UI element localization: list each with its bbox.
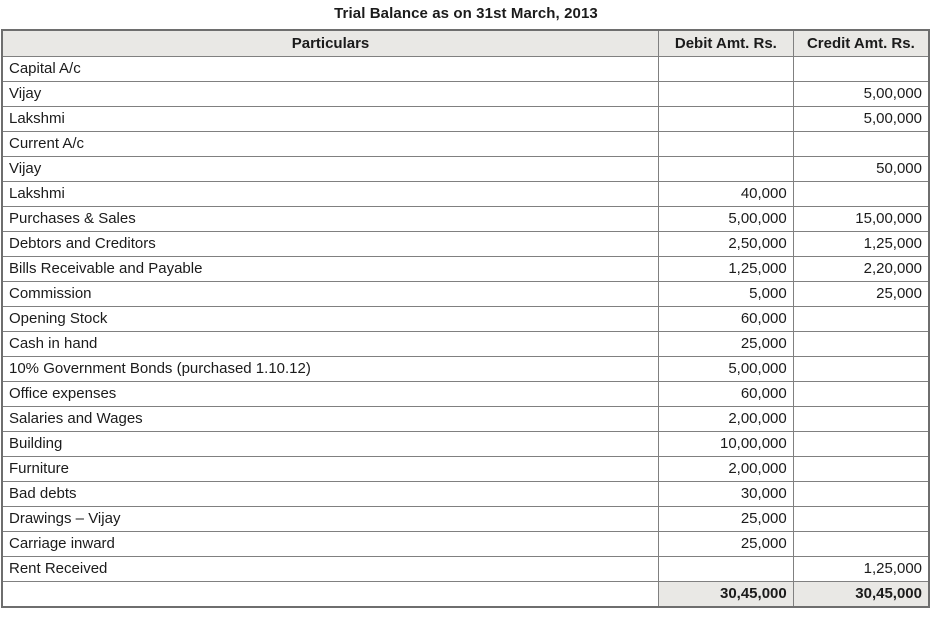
credit-cell: 1,25,000: [792, 231, 930, 257]
debit-cell: 25,000: [657, 506, 794, 532]
debit-cell: 5,00,000: [657, 206, 794, 232]
page-title: Trial Balance as on 31st March, 2013: [334, 5, 598, 22]
debit-cell: [657, 56, 794, 82]
col-header-credit: Credit Amt. Rs.: [792, 29, 930, 57]
particulars-cell: Commission: [1, 281, 659, 307]
debit-cell: [657, 81, 794, 107]
table-body: Capital A/c Vijay 5,00,000 Lakshmi 5,00,000 C…: [1, 56, 930, 608]
particulars-cell: Opening Stock: [1, 306, 659, 332]
debit-cell: [657, 556, 794, 582]
total-row: 30,45,000 30,45,000: [1, 581, 930, 608]
debit-cell: 40,000: [657, 181, 794, 207]
debit-cell: 30,45,000: [657, 581, 794, 608]
table-row: Purchases & Sales 5,00,000 15,00,000: [1, 206, 930, 232]
debit-cell: 60,000: [657, 381, 794, 407]
particulars-cell: Purchases & Sales: [1, 206, 659, 232]
particulars-cell: Drawings – Vijay: [1, 506, 659, 532]
col-header-debit: Debit Amt. Rs.: [657, 29, 794, 57]
debit-cell: 2,50,000: [657, 231, 794, 257]
particulars-cell: [1, 581, 659, 608]
table-row: Commission 5,000 25,000: [1, 281, 930, 307]
credit-cell: 25,000: [792, 281, 930, 307]
debit-cell: 60,000: [657, 306, 794, 332]
debit-cell: 30,000: [657, 481, 794, 507]
table-row: Salaries and Wages 2,00,000: [1, 406, 930, 432]
credit-cell: [792, 381, 930, 407]
debit-cell: [657, 106, 794, 132]
trial-balance-table: Particulars Debit Amt. Rs. Credit Amt. R…: [1, 29, 930, 608]
debit-cell: 5,00,000: [657, 356, 794, 382]
table-row: Bills Receivable and Payable 1,25,000 2,20…: [1, 256, 930, 282]
particulars-cell: Vijay: [1, 156, 659, 182]
table-row: Furniture 2,00,000: [1, 456, 930, 482]
table-row: Capital A/c: [1, 56, 930, 82]
particulars-cell: Cash in hand: [1, 331, 659, 357]
particulars-cell: Current A/c: [1, 131, 659, 157]
table-row: Vijay 5,00,000: [1, 81, 930, 107]
credit-cell: [792, 306, 930, 332]
debit-cell: 1,25,000: [657, 256, 794, 282]
credit-cell: [792, 181, 930, 207]
particulars-cell: Lakshmi: [1, 181, 659, 207]
particulars-cell: Debtors and Creditors: [1, 231, 659, 257]
credit-cell: [792, 431, 930, 457]
debit-cell: [657, 131, 794, 157]
credit-cell: [792, 481, 930, 507]
particulars-cell: Rent Received: [1, 556, 659, 582]
table-row: Office expenses 60,000: [1, 381, 930, 407]
table-row: Carriage inward 25,000: [1, 531, 930, 557]
debit-cell: 5,000: [657, 281, 794, 307]
credit-cell: [792, 56, 930, 82]
credit-cell: 1,25,000: [792, 556, 930, 582]
credit-cell: [792, 531, 930, 557]
credit-cell: [792, 131, 930, 157]
particulars-cell: Vijay: [1, 81, 659, 107]
particulars-cell: 10% Government Bonds (purchased 1.10.12): [1, 356, 659, 382]
table-row: Cash in hand 25,000: [1, 331, 930, 357]
table-row: Opening Stock 60,000: [1, 306, 930, 332]
table-row: 10% Government Bonds (purchased 1.10.12)…: [1, 356, 930, 382]
particulars-cell: Building: [1, 431, 659, 457]
debit-cell: 25,000: [657, 531, 794, 557]
table-row: Lakshmi 40,000: [1, 181, 930, 207]
credit-cell: 5,00,000: [792, 106, 930, 132]
particulars-cell: Bills Receivable and Payable: [1, 256, 659, 282]
credit-cell: [792, 406, 930, 432]
credit-cell: 50,000: [792, 156, 930, 182]
particulars-cell: Carriage inward: [1, 531, 659, 557]
credit-cell: 2,20,000: [792, 256, 930, 282]
col-header-particulars: Particulars: [1, 29, 659, 57]
particulars-cell: Capital A/c: [1, 56, 659, 82]
table-row: Building 10,00,000: [1, 431, 930, 457]
debit-cell: 10,00,000: [657, 431, 794, 457]
particulars-cell: Salaries and Wages: [1, 406, 659, 432]
table-row: Current A/c: [1, 131, 930, 157]
debit-cell: [657, 156, 794, 182]
credit-cell: 30,45,000: [792, 581, 930, 608]
particulars-cell: Office expenses: [1, 381, 659, 407]
credit-cell: [792, 456, 930, 482]
header-row: Particulars Debit Amt. Rs. Credit Amt. R…: [1, 29, 930, 57]
table-row: Debtors and Creditors 2,50,000 1,25,000: [1, 231, 930, 257]
table-row: Lakshmi 5,00,000: [1, 106, 930, 132]
credit-cell: [792, 356, 930, 382]
credit-cell: [792, 331, 930, 357]
table-row: Bad debts 30,000: [1, 481, 930, 507]
table-row: Rent Received 1,25,000: [1, 556, 930, 582]
debit-cell: 25,000: [657, 331, 794, 357]
particulars-cell: Lakshmi: [1, 106, 659, 132]
debit-cell: 2,00,000: [657, 456, 794, 482]
particulars-cell: Furniture: [1, 456, 659, 482]
debit-cell: 2,00,000: [657, 406, 794, 432]
credit-cell: [792, 506, 930, 532]
table-row: Vijay 50,000: [1, 156, 930, 182]
particulars-cell: Bad debts: [1, 481, 659, 507]
credit-cell: 5,00,000: [792, 81, 930, 107]
table-row: Drawings – Vijay 25,000: [1, 506, 930, 532]
credit-cell: 15,00,000: [792, 206, 930, 232]
